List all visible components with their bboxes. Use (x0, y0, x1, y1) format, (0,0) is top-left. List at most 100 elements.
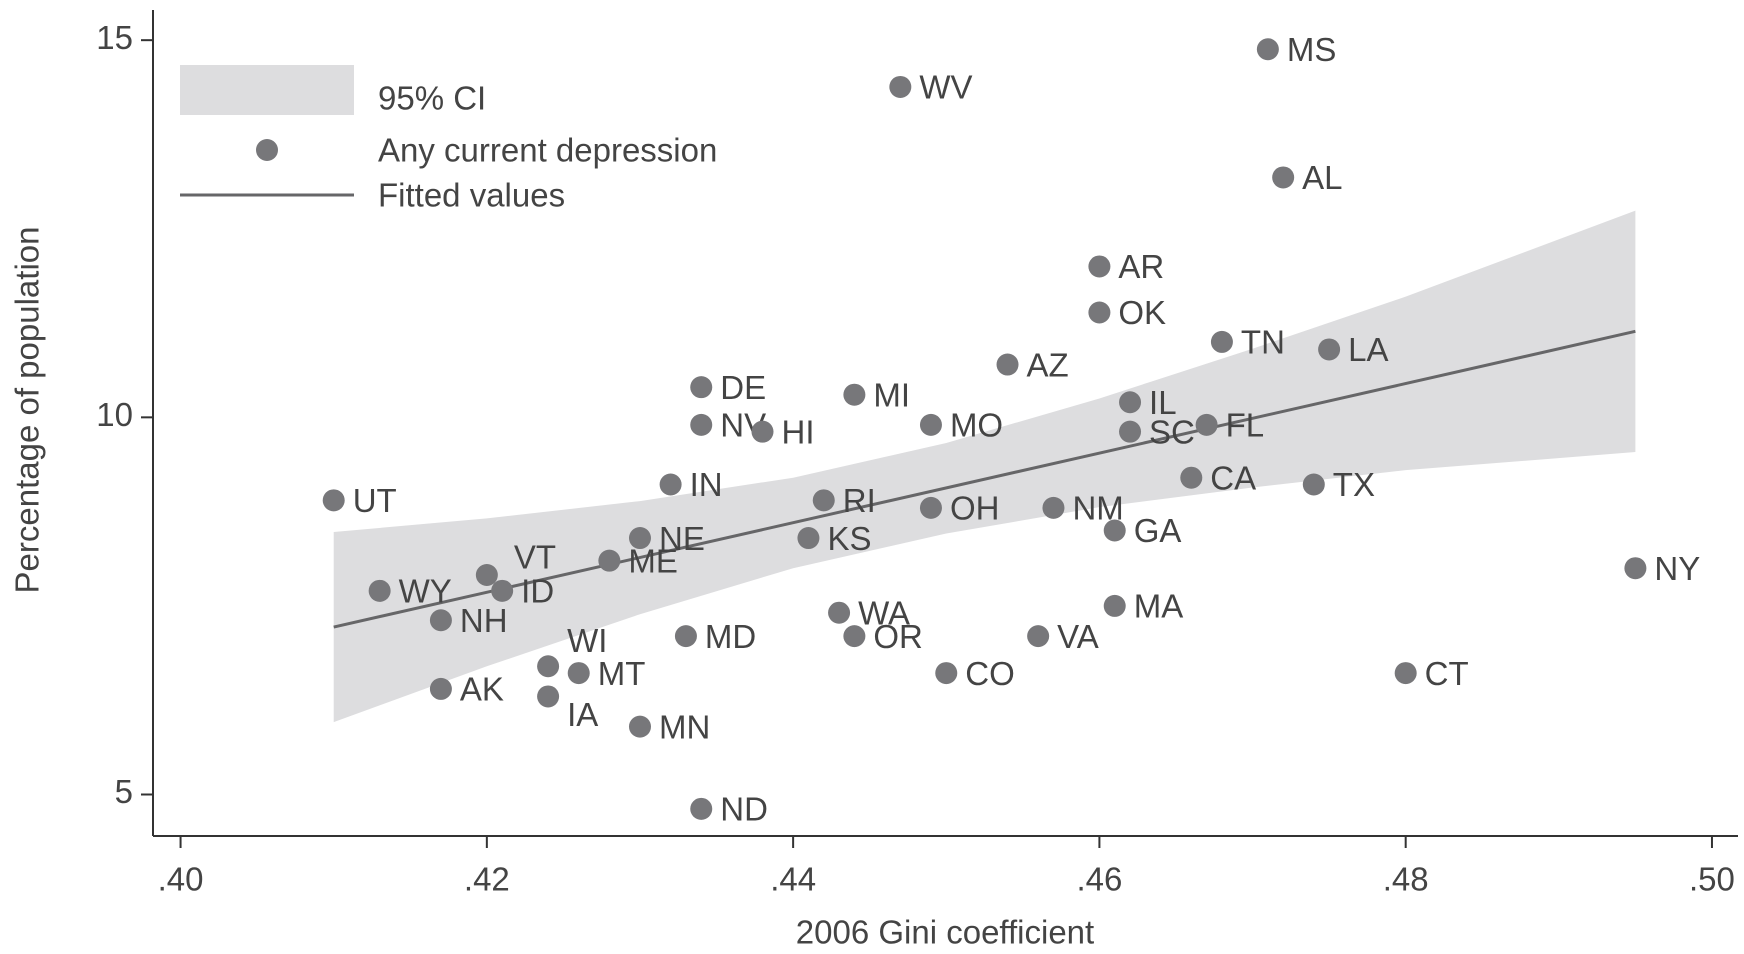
point (429, 609, 452, 632)
point (1103, 594, 1126, 617)
y-tick-label: 10 (96, 396, 133, 433)
point (812, 489, 835, 512)
point-label: LA (1348, 331, 1388, 368)
point (567, 662, 590, 685)
point (1256, 38, 1279, 61)
y-axis-label: Percentage of population (9, 227, 46, 594)
point (1088, 255, 1111, 278)
x-tick-label: .48 (1383, 861, 1429, 898)
point (322, 489, 345, 512)
point (537, 685, 560, 708)
y-tick-label: 15 (96, 19, 133, 56)
point-label: WI (567, 622, 607, 659)
point (889, 75, 912, 98)
point (674, 625, 697, 648)
point-label: NY (1654, 550, 1700, 587)
point (1027, 625, 1050, 648)
point (1195, 413, 1218, 436)
point-label: CO (965, 655, 1015, 692)
y-tick-label: 5 (115, 773, 133, 810)
point-label: IN (690, 466, 723, 503)
point (1318, 338, 1341, 361)
point-label: UT (353, 482, 397, 519)
point (1302, 473, 1325, 496)
point (368, 579, 391, 602)
point-label: AL (1302, 159, 1342, 196)
fit-line (333, 329, 1636, 629)
point-label: CA (1210, 459, 1256, 496)
point-label: FL (1226, 407, 1265, 444)
point-label: MS (1287, 31, 1337, 68)
point (429, 677, 452, 700)
point (935, 662, 958, 685)
point-label: VT (514, 539, 556, 576)
point-label: IA (567, 696, 598, 733)
point (1394, 662, 1417, 685)
point (628, 715, 651, 738)
point (1042, 496, 1065, 519)
point-label: TN (1241, 324, 1285, 361)
point (1624, 557, 1647, 580)
point (828, 601, 851, 624)
point-label: NH (460, 602, 508, 639)
point-label: NE (659, 520, 705, 557)
legend-label: 95% CI (378, 80, 486, 117)
point (919, 413, 942, 436)
point (919, 496, 942, 519)
point (537, 655, 560, 678)
point-label: WV (919, 69, 972, 106)
x-axis-label: 2006 Gini coefficient (796, 914, 1094, 951)
point-label: OR (873, 618, 923, 655)
point (475, 563, 498, 586)
ci-band (333, 210, 1636, 723)
legend-ci-swatch (180, 65, 354, 115)
point-label: ID (521, 573, 554, 610)
point-label: WY (399, 573, 452, 610)
legend-label: Any current depression (378, 132, 717, 169)
point (843, 625, 866, 648)
point (690, 797, 713, 820)
point-label: ND (720, 791, 768, 828)
legend-point (256, 139, 278, 161)
point-label: OK (1118, 294, 1166, 331)
x-tick-label: .46 (1076, 861, 1122, 898)
point-label: GA (1134, 512, 1182, 549)
point-label: SC (1149, 413, 1195, 450)
point-label: MI (873, 376, 910, 413)
x-tick-label: .44 (770, 861, 816, 898)
point-label: MN (659, 708, 710, 745)
point-label: CT (1425, 655, 1469, 692)
point-label: TX (1333, 466, 1375, 503)
point (1088, 301, 1111, 324)
point-label: OH (950, 490, 1000, 527)
point (598, 549, 621, 572)
point-label: IL (1149, 384, 1177, 421)
point-label: RI (843, 482, 876, 519)
point-label: AK (460, 671, 504, 708)
legend-label: Fitted values (378, 177, 565, 214)
point (797, 527, 820, 550)
point-label: WA (858, 594, 910, 631)
point (659, 473, 682, 496)
point (628, 527, 651, 550)
point (1272, 166, 1295, 189)
point-label: MA (1134, 588, 1184, 625)
x-tick-label: .50 (1689, 861, 1735, 898)
point-label: ME (628, 542, 678, 579)
point (1210, 330, 1233, 353)
point-label: MD (705, 618, 756, 655)
point-label: AR (1118, 248, 1164, 285)
point-label: HI (781, 413, 814, 450)
point (1119, 420, 1142, 443)
point (1103, 519, 1126, 542)
x-tick-label: .40 (158, 861, 204, 898)
point (491, 579, 514, 602)
point (690, 413, 713, 436)
point (996, 353, 1019, 376)
point-label: AZ (1027, 346, 1069, 383)
point-label: MT (598, 655, 646, 692)
point (751, 420, 774, 443)
point (1119, 391, 1142, 414)
point (1180, 466, 1203, 489)
point-label: VA (1057, 618, 1099, 655)
